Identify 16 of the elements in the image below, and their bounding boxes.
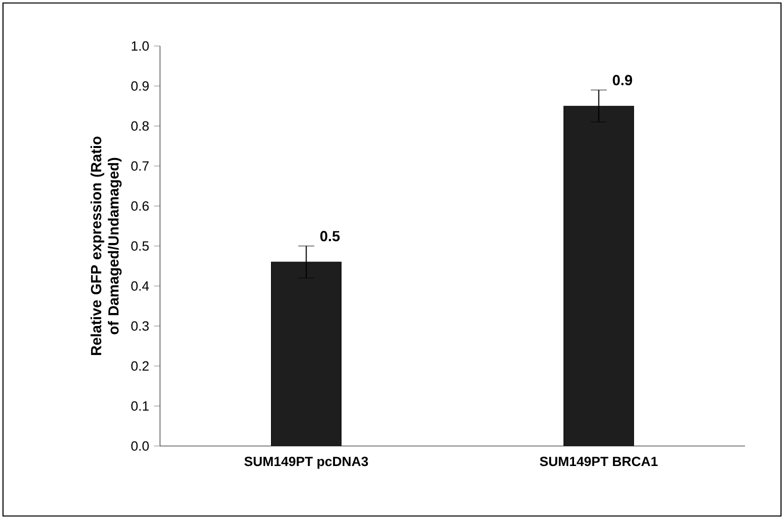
- x-tick-label: SUM149PT pcDNA3: [244, 456, 368, 469]
- y-tick-label: 0.3: [131, 321, 149, 331]
- y-tick-label: 0.0: [131, 441, 149, 451]
- y-tick-label: 0.2: [131, 361, 149, 371]
- y-tick-label: 0.4: [131, 281, 149, 291]
- y-tick-label: 0.5: [131, 241, 149, 251]
- data-label: 0.9: [612, 74, 632, 86]
- y-tick-label: 0.9: [131, 81, 149, 91]
- data-label: 0.5: [320, 230, 340, 242]
- x-tick-label: SUM149PT BRCA1: [540, 456, 658, 466]
- y-tick-label: 1.0: [132, 41, 149, 51]
- y-axis-title: Relative GFP expression (Ratio of Damaged/Undamaged): [90, 136, 122, 356]
- y-tick-label: 0.8: [131, 121, 149, 131]
- y-tick-label: 0.1: [131, 401, 149, 411]
- y-tick-label: 0.7: [131, 161, 149, 171]
- y-tick-label: 0.6: [131, 201, 149, 211]
